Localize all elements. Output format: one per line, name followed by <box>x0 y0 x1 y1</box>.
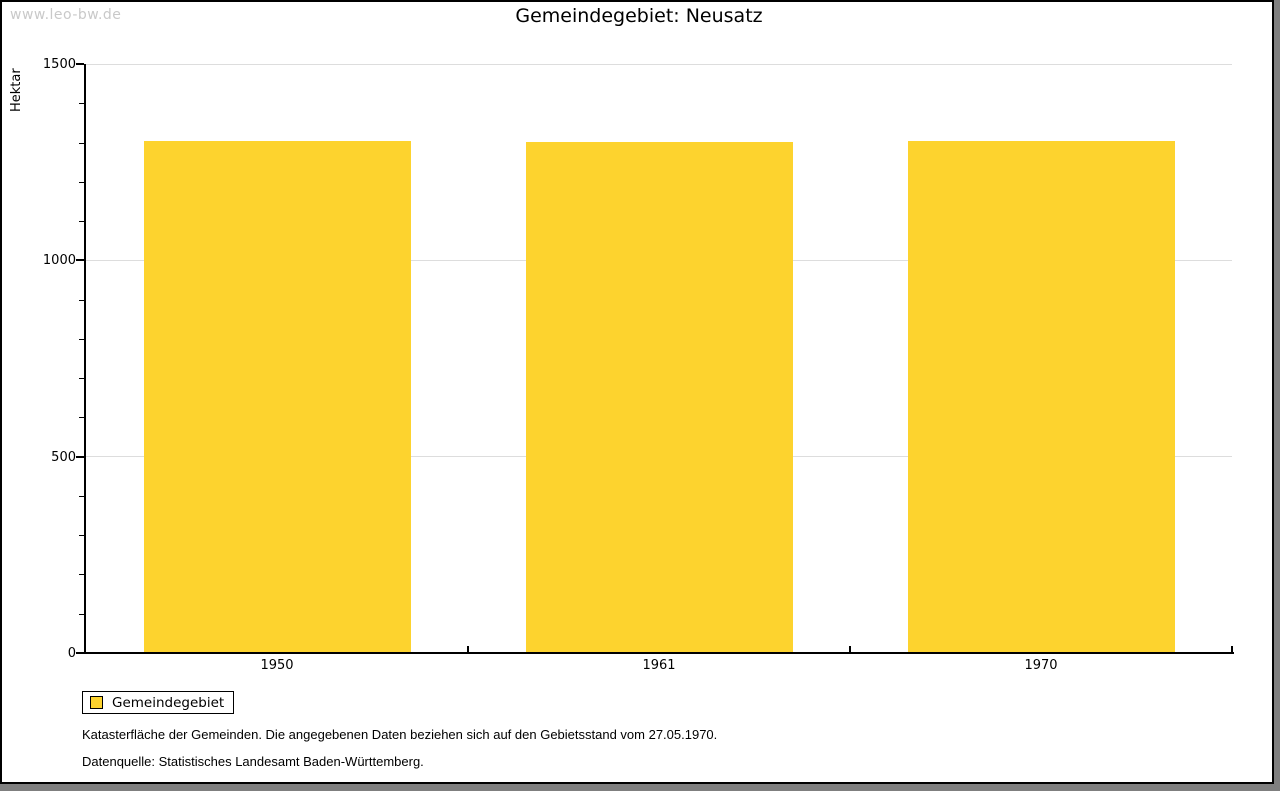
y-axis-minor-tick <box>79 535 84 537</box>
y-axis-minor-tick <box>79 574 84 576</box>
x-tick-label: 1961 <box>642 658 676 673</box>
y-axis-minor-tick <box>79 417 84 419</box>
y-axis-tick <box>76 63 84 65</box>
y-axis-line <box>84 64 86 654</box>
y-axis-minor-tick <box>79 338 84 340</box>
y-axis-minor-tick <box>79 378 84 380</box>
bar <box>526 142 793 652</box>
legend-swatch <box>90 696 103 709</box>
y-axis-minor-tick <box>79 299 84 301</box>
gridline <box>86 63 1232 65</box>
legend-label: Gemeindegebiet <box>112 694 225 711</box>
legend-box: Gemeindegebiet <box>82 691 234 714</box>
y-axis-minor-tick <box>79 103 84 105</box>
y-axis-tick <box>76 259 84 262</box>
x-tick-label: 1950 <box>260 658 294 673</box>
x-axis-line <box>84 652 1234 654</box>
footnote-source-note: Katasterfläche der Gemeinden. Die angege… <box>82 727 718 742</box>
y-tick-label: 500 <box>51 449 76 465</box>
bar <box>908 140 1175 652</box>
x-axis-tick <box>467 646 469 652</box>
x-axis-tick <box>1231 646 1233 652</box>
y-axis-tick <box>76 652 84 654</box>
y-tick-label: 0 <box>67 646 76 661</box>
y-tick-label: 1000 <box>42 253 76 269</box>
bar <box>144 140 411 652</box>
y-tick-label: 1500 <box>42 57 76 72</box>
y-axis-minor-tick <box>79 181 84 183</box>
x-axis-tick <box>849 646 851 652</box>
y-axis-minor-tick <box>79 221 84 223</box>
footnote-data-source: Datenquelle: Statistisches Landesamt Bad… <box>82 754 424 769</box>
y-axis-tick <box>76 455 84 458</box>
y-axis-minor-tick <box>79 613 84 615</box>
chart-title: Gemeindegebiet: Neusatz <box>515 5 763 27</box>
x-tick-label: 1970 <box>1024 658 1058 673</box>
y-axis-minor-tick <box>79 142 84 144</box>
watermark: www.leo-bw.de <box>10 7 122 23</box>
y-axis-minor-tick <box>79 495 84 497</box>
